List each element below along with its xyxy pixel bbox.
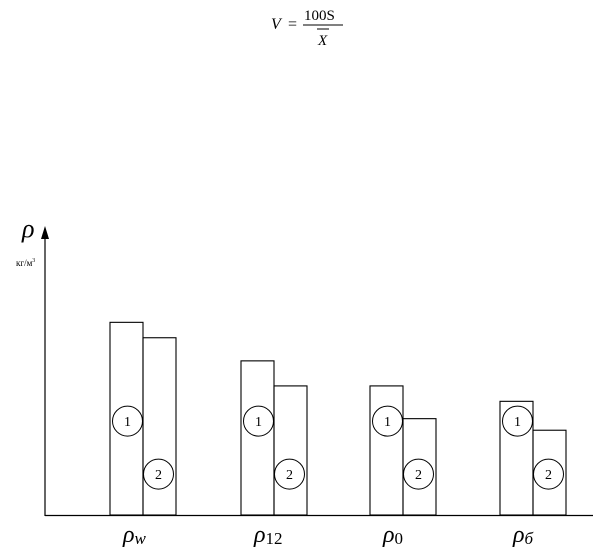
- series-marker-circle-3-2: [403, 458, 434, 490]
- bar-4-2: [532, 429, 567, 516]
- x-tick-labels: ρw ρ12 ρ0 ρб: [122, 522, 534, 548]
- x-tick-label-2: ρ12: [253, 522, 283, 548]
- series-marker-label-1-2: 2: [155, 468, 162, 483]
- series-marker-circle-4-1: [502, 405, 533, 437]
- series-marker-label-2-2: 2: [286, 468, 293, 483]
- series-marker-label-4-1: 1: [514, 415, 521, 430]
- formula-eq: =: [288, 16, 297, 33]
- bar-2-2: [273, 385, 308, 516]
- x-tick-label-3: ρ0: [382, 522, 403, 548]
- x-tick-symbol-2: ρ: [253, 522, 266, 548]
- bar-1-2: [142, 337, 177, 516]
- series-marker-circle-2-2: [274, 458, 305, 490]
- series-marker-circle-4-2: [533, 458, 564, 490]
- x-tick-label-4: ρб: [512, 522, 534, 548]
- x-tick-subscript-4: б: [525, 529, 534, 548]
- series-marker-label-1-1: 1: [124, 415, 131, 430]
- series-marker-label-3-1: 1: [384, 415, 391, 430]
- y-axis-symbol: ρ: [21, 214, 34, 243]
- series-marker-label-2-1: 1: [255, 415, 262, 430]
- y-axis-unit-sup: 3: [32, 258, 35, 264]
- series-marker-label-4-2: 2: [545, 468, 552, 483]
- formula-numerator: 100S: [304, 8, 335, 24]
- formula-denominator: X: [317, 33, 328, 49]
- bar-3-1: [369, 385, 404, 516]
- series-marker-circle-1-2: [143, 458, 174, 490]
- series-marker-label-3-2: 2: [415, 468, 422, 483]
- bar-3-2: [402, 418, 437, 516]
- x-tick-symbol-3: ρ: [382, 522, 395, 548]
- y-axis-unit: кг/м3: [16, 258, 35, 268]
- x-tick-symbol-4: ρ: [512, 522, 525, 548]
- y-axis-unit-text: кг/м: [16, 258, 33, 268]
- formula-lhs: V: [271, 16, 283, 33]
- x-tick-subscript-2: 12: [266, 529, 283, 548]
- y-axis-arrow-icon: [41, 226, 49, 239]
- formula: V = 100S X: [271, 8, 343, 49]
- axes: [41, 226, 593, 517]
- x-tick-subscript-1: w: [135, 529, 147, 548]
- bar-2-1: [240, 360, 275, 516]
- bars: 1 2 1 2 1 2 1 2: [109, 321, 567, 516]
- x-tick-symbol-1: ρ: [122, 522, 135, 548]
- x-tick-subscript-3: 0: [395, 529, 404, 548]
- x-tick-label-1: ρw: [122, 522, 147, 548]
